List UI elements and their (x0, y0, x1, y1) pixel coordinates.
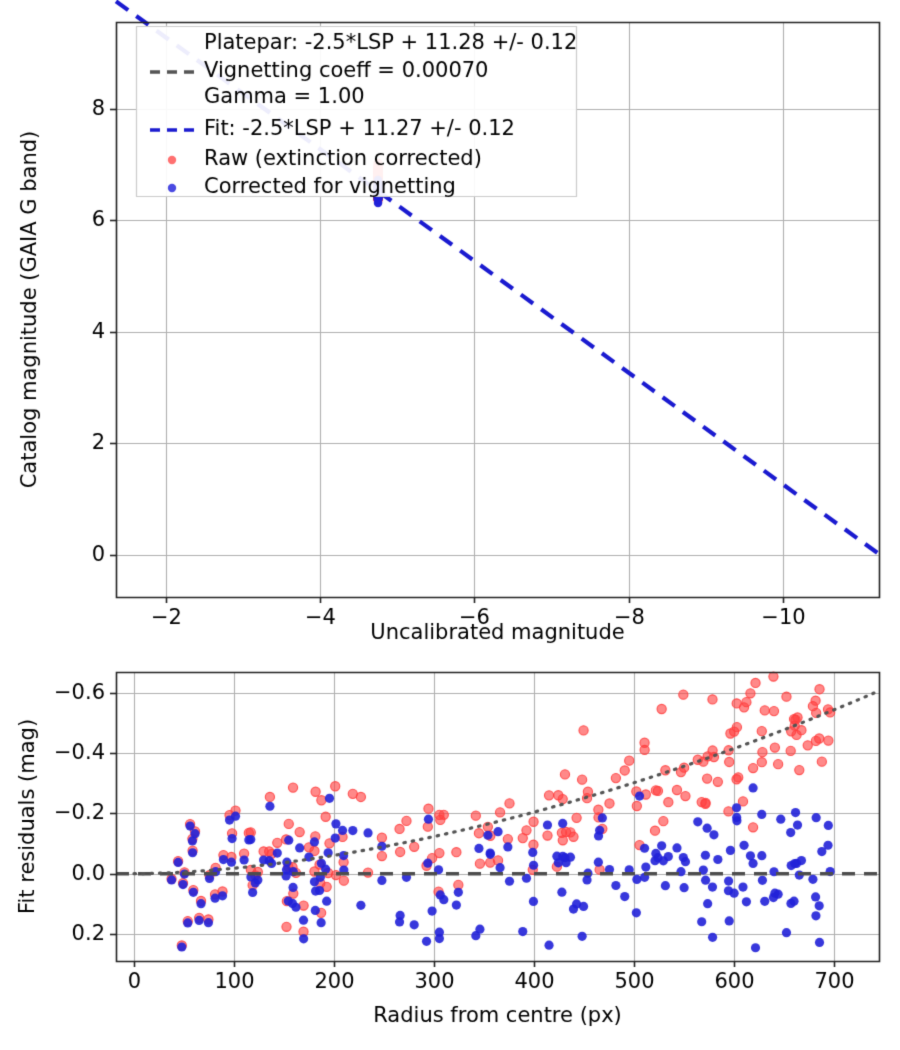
figure-container: Catalog magnitude (GAIA G band) Uncalibr… (0, 0, 900, 1050)
photometry-calibration-figure (0, 0, 900, 1050)
